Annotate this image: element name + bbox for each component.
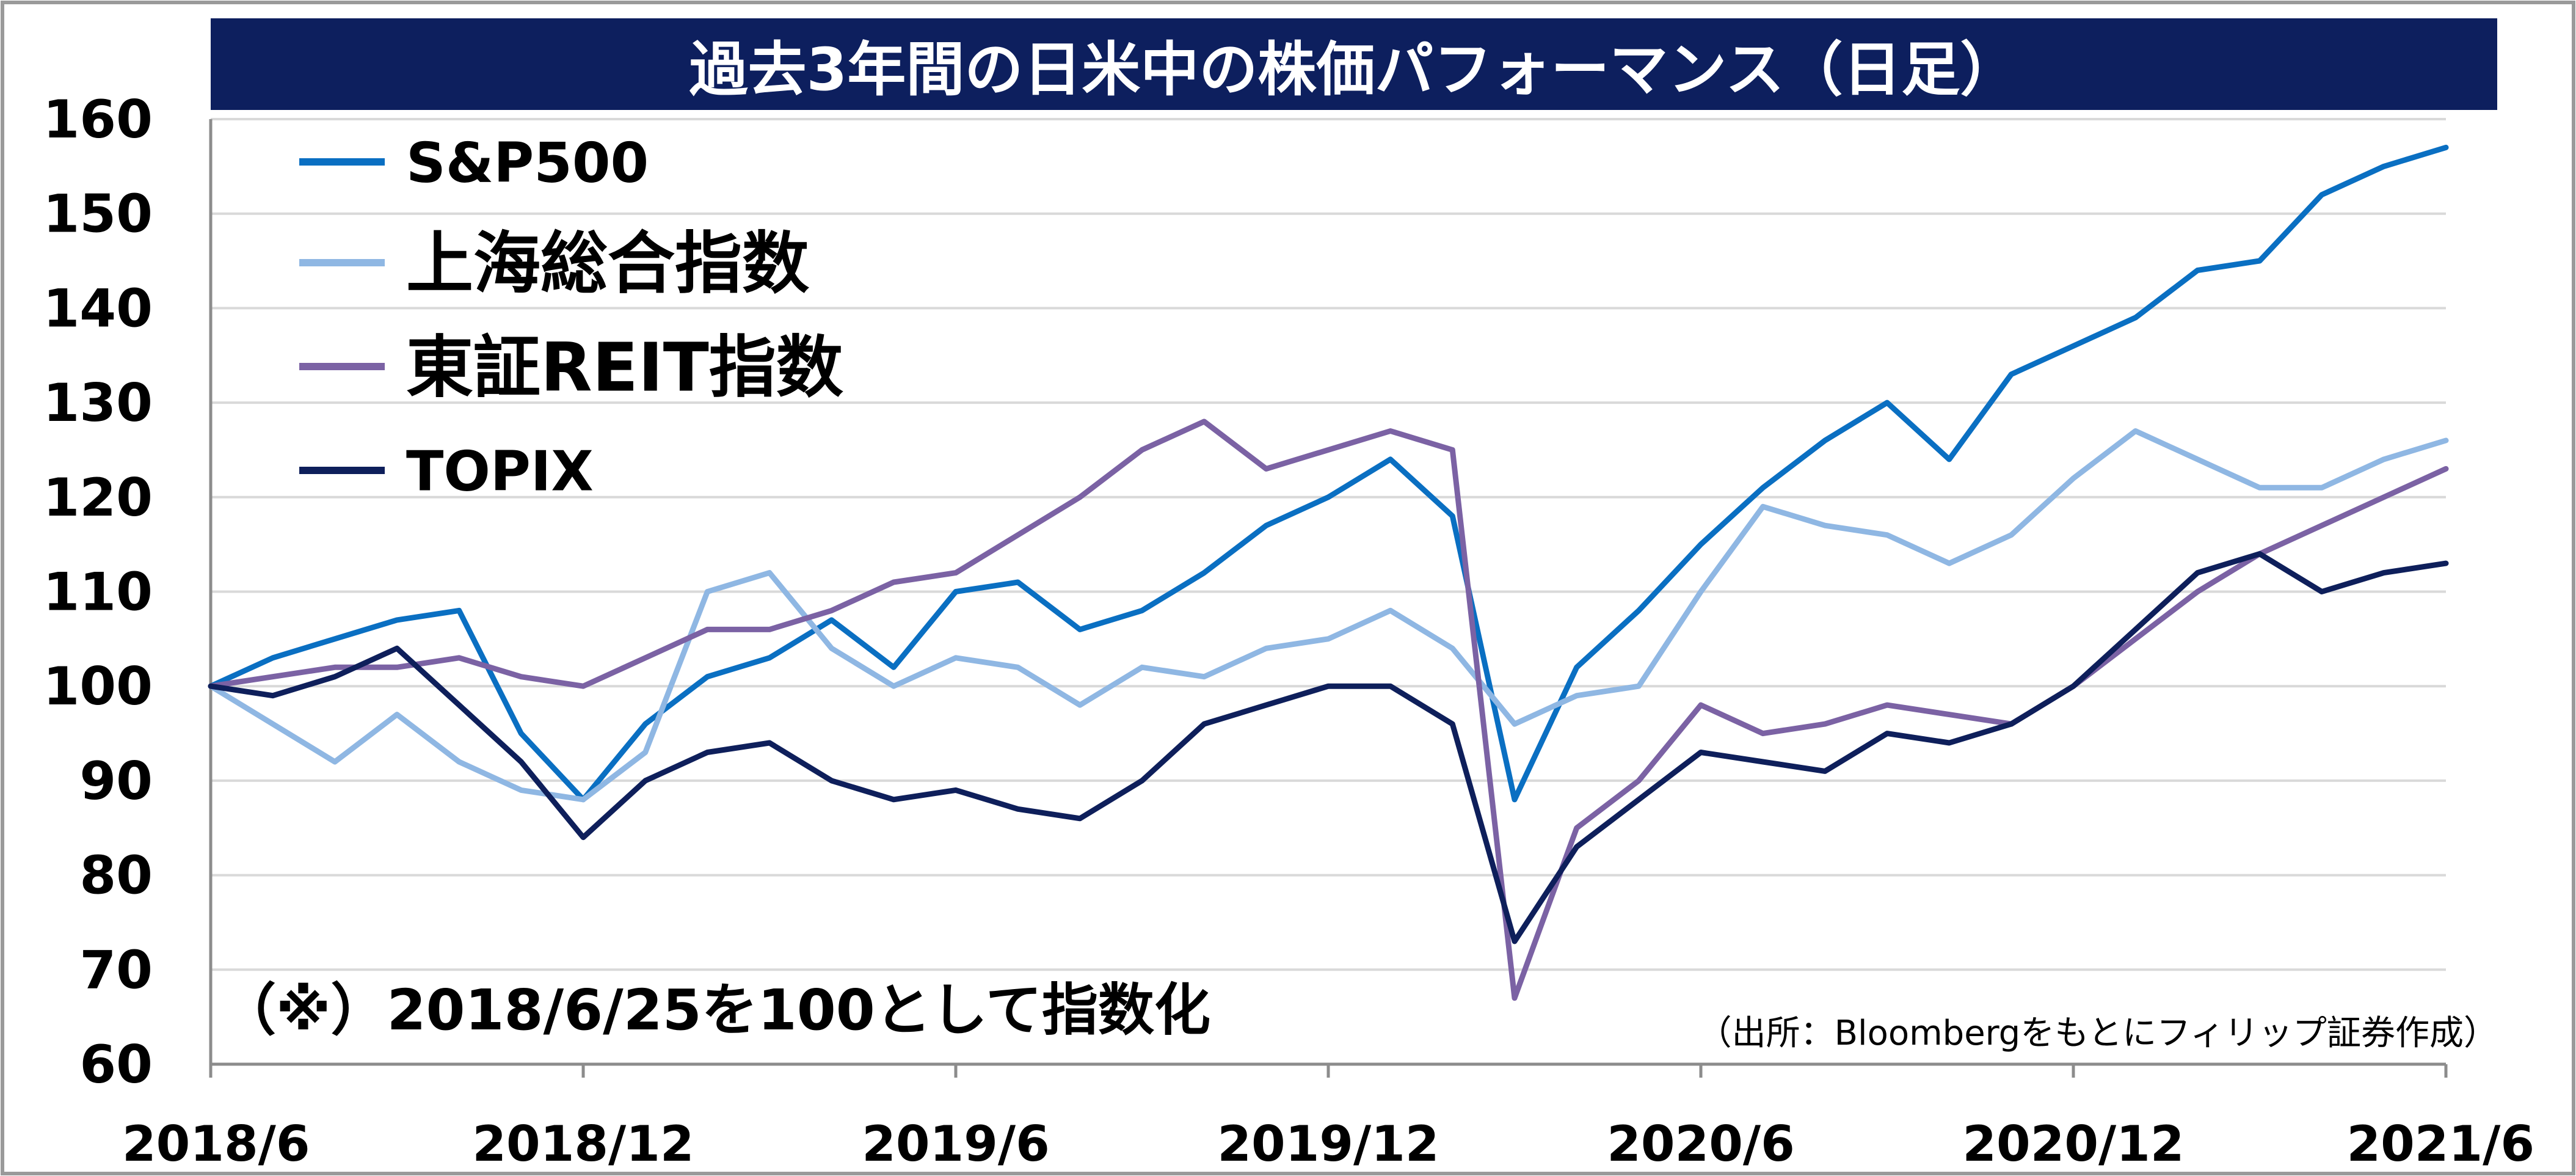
legend-label: S&P500	[406, 131, 649, 195]
x-axis: 2018/6 2018/12 2019/6 2019/12 2020/6 2020/12 2…	[122, 1062, 2534, 1172]
index-note: （※）2018/6/25を100として指数化	[220, 977, 1210, 1043]
x-tick-label: 2018/6	[122, 1116, 310, 1172]
y-tick-label: 150	[43, 184, 153, 245]
y-tick-label: 110	[43, 562, 153, 623]
y-tick-label: 120	[43, 467, 153, 528]
y-tick-label: 100	[43, 656, 153, 717]
y-tick-label: 70	[79, 940, 153, 1001]
y-tick-label: 140	[43, 278, 153, 339]
y-tick-label: 130	[43, 373, 153, 434]
series-line-3	[208, 551, 2449, 944]
legend-label: TOPIX	[406, 439, 594, 503]
y-tick-label: 80	[79, 845, 153, 907]
legend-label: 東証REIT指数	[406, 329, 843, 407]
gridlines	[211, 118, 2446, 971]
x-tick-label: 2019/6	[862, 1116, 1050, 1172]
y-tick-label: 90	[79, 751, 153, 812]
series-group	[208, 144, 2449, 1001]
legend-label: 上海総合指数	[406, 225, 809, 303]
source-note: （出所：Bloombergをもとにフィリップ証券作成）	[1698, 1013, 2498, 1053]
y-tick-label: 160	[43, 89, 153, 150]
y-axis: 60 70 80 90 100 110 120 130 140 150 160	[43, 89, 213, 1095]
series-line-1	[208, 428, 2449, 803]
x-tick-label: 2020/6	[1607, 1116, 1795, 1172]
y-tick-label: 60	[79, 1034, 153, 1095]
chart-title: 過去3年間の日米中の株価パフォーマンス（日足）	[211, 18, 2497, 110]
x-tick-label: 2019/12	[1217, 1116, 1439, 1172]
x-tick-label: 2020/12	[1962, 1116, 2184, 1172]
x-tick-label: 2021/6	[2346, 1116, 2534, 1172]
x-tick-label: 2018/12	[472, 1116, 694, 1172]
